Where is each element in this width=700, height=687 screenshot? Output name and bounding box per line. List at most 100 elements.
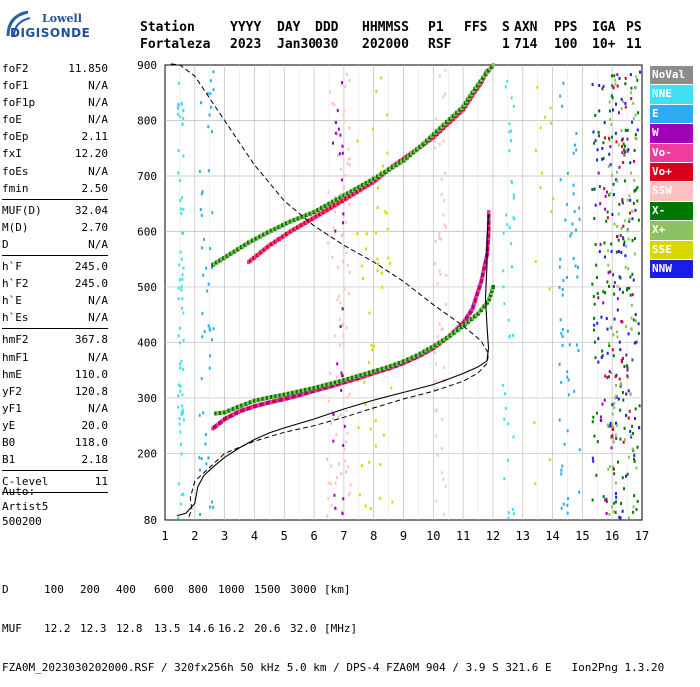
- noise-point: [443, 223, 446, 227]
- noise-point: [358, 493, 361, 497]
- echo-point: [435, 341, 440, 346]
- noise-point: [594, 113, 597, 117]
- echo-point: [378, 367, 383, 372]
- param-value: N/A: [88, 79, 108, 93]
- noise-point: [591, 420, 594, 424]
- noise-point: [596, 276, 599, 280]
- noise-point: [625, 392, 628, 396]
- echo-point: [486, 220, 491, 225]
- noise-point: [636, 499, 639, 503]
- noise-point: [628, 194, 631, 198]
- legend-entry-noval: NoVal: [650, 66, 693, 85]
- noise-point: [179, 250, 182, 254]
- noise-point: [337, 265, 340, 269]
- noise-point: [209, 79, 212, 83]
- noise-point: [513, 217, 516, 221]
- echo-point: [335, 382, 340, 387]
- echo-point: [297, 224, 302, 229]
- noise-point: [566, 203, 569, 207]
- noise-point: [591, 498, 594, 502]
- param-name: foF1: [2, 79, 29, 93]
- echo-point: [331, 199, 335, 204]
- echo-point: [248, 239, 253, 244]
- noise-point: [339, 192, 342, 196]
- noise-point: [621, 320, 624, 324]
- echo-point: [283, 233, 287, 238]
- noise-point: [626, 366, 629, 370]
- noise-point: [511, 508, 514, 512]
- noise-point: [444, 484, 447, 488]
- echo-point: [395, 361, 400, 366]
- noise-point: [382, 164, 385, 168]
- echo-point: [459, 325, 464, 330]
- param-value: N/A: [88, 350, 108, 364]
- noise-point: [345, 409, 348, 413]
- noise-point: [338, 318, 341, 322]
- noise-point: [604, 291, 607, 295]
- noise-point: [346, 431, 349, 435]
- noise-point: [549, 106, 552, 110]
- noise-point: [622, 398, 625, 402]
- noise-point: [594, 203, 597, 207]
- header-row2-col-9: 100: [554, 37, 578, 52]
- noise-point: [569, 234, 572, 238]
- noise-point: [345, 326, 348, 330]
- echo-point: [475, 292, 479, 297]
- echo-point: [376, 368, 380, 373]
- noise-point: [619, 408, 622, 412]
- noise-point: [200, 457, 203, 461]
- noise-point: [376, 257, 379, 261]
- noise-point: [330, 421, 333, 425]
- noise-point: [179, 389, 182, 393]
- noise-point: [203, 237, 206, 241]
- echo-point: [424, 348, 428, 353]
- legend-entry-w: W: [650, 124, 693, 143]
- echo-point: [396, 161, 400, 166]
- noise-point: [616, 308, 619, 312]
- param-name: h`Es: [2, 311, 29, 325]
- noise-point: [558, 418, 561, 422]
- param-name: hmE: [2, 367, 22, 381]
- noise-point: [628, 455, 631, 459]
- echo-point: [336, 201, 341, 206]
- noise-point: [609, 163, 612, 167]
- echo-point: [271, 227, 276, 232]
- noise-point: [627, 237, 630, 241]
- echo-point: [316, 387, 321, 392]
- noise-point: [536, 85, 539, 89]
- noise-point: [504, 85, 507, 89]
- noise-point: [601, 157, 604, 161]
- echo-point: [412, 354, 417, 359]
- noise-point: [348, 163, 351, 167]
- echo-point: [218, 410, 223, 415]
- noise-point: [558, 265, 561, 269]
- echo-point: [323, 203, 328, 208]
- echo-point: [400, 159, 404, 164]
- noise-point: [609, 325, 612, 329]
- echo-point: [320, 205, 324, 210]
- echo-point: [491, 284, 495, 289]
- noise-point: [342, 113, 345, 117]
- noise-point: [610, 371, 613, 375]
- noise-point: [348, 270, 351, 274]
- noise-point: [631, 431, 634, 435]
- noise-point: [504, 406, 507, 410]
- noise-point: [179, 207, 182, 211]
- echo-point: [223, 254, 228, 259]
- noise-point: [620, 383, 623, 387]
- echo-point: [414, 353, 419, 358]
- echo-point: [316, 384, 321, 389]
- echo-point: [214, 411, 218, 416]
- noise-point: [624, 128, 627, 132]
- footer-line2-cell: 16.2: [218, 622, 245, 635]
- footer-line1-cell: 100: [44, 583, 64, 596]
- noise-point: [508, 334, 511, 338]
- noise-point: [178, 278, 181, 282]
- header-row1-col-11: PS: [626, 20, 642, 35]
- echo-point: [312, 215, 317, 220]
- noise-point: [629, 275, 632, 279]
- noise-point: [601, 402, 604, 406]
- echo-point: [282, 392, 287, 397]
- noise-point: [336, 132, 339, 136]
- noise-point: [389, 261, 392, 265]
